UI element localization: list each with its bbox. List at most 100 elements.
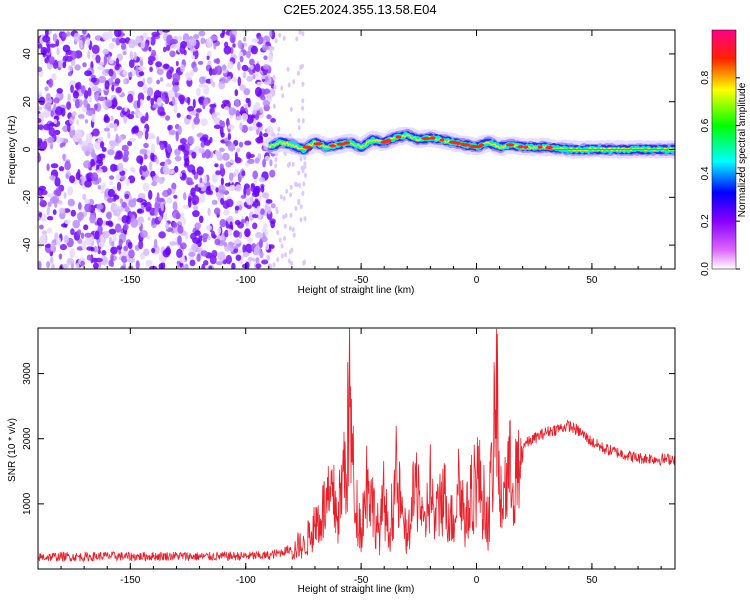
noise-speck — [267, 92, 273, 102]
colorbar-tick-label: 0.0 — [700, 262, 711, 276]
noise-speck — [223, 106, 230, 111]
noise-speck — [291, 227, 295, 233]
y-tick-label: 0 — [22, 146, 33, 152]
noise-speck — [194, 146, 201, 151]
noise-speck — [264, 155, 270, 161]
noise-speck — [137, 216, 145, 224]
noise-speck — [39, 224, 44, 230]
noise-speck — [245, 188, 251, 196]
noise-speck — [280, 85, 284, 91]
noise-speck — [95, 165, 100, 170]
noise-speck — [197, 182, 204, 188]
noise-speck — [297, 70, 300, 76]
noise-speck — [64, 161, 71, 171]
noise-speck — [155, 61, 163, 68]
noise-speck — [298, 30, 302, 35]
y-tick-label: 2000 — [22, 427, 33, 450]
x-tick-label: -100 — [236, 275, 256, 286]
noise-speck — [235, 254, 242, 261]
noise-speck — [261, 44, 268, 52]
noise-speck — [269, 159, 273, 167]
noise-speck — [220, 197, 225, 205]
y-tick-label: -40 — [22, 237, 33, 252]
noise-speck — [56, 88, 63, 94]
noise-speck — [259, 106, 263, 114]
noise-speck — [227, 133, 232, 141]
noise-speck — [174, 165, 179, 173]
noise-speck — [261, 259, 269, 265]
noise-speck — [90, 158, 95, 167]
noise-speck — [132, 197, 137, 203]
noise-speck — [153, 238, 158, 249]
noise-speck — [191, 121, 195, 130]
noise-speck — [272, 262, 276, 268]
noise-speck — [289, 106, 293, 112]
noise-speck — [195, 112, 199, 119]
colorbar-gradient — [711, 29, 737, 270]
noise-speck — [290, 247, 294, 253]
noise-speck — [48, 56, 55, 65]
noise-speck — [225, 198, 234, 208]
noise-speck — [247, 257, 253, 262]
noise-speck — [165, 222, 169, 230]
noise-speck — [297, 170, 301, 176]
noise-speck — [84, 198, 91, 204]
noise-speck — [221, 30, 226, 36]
noise-speck — [75, 119, 80, 126]
noise-speck — [186, 180, 194, 186]
noise-speck — [123, 78, 127, 84]
noise-speck — [275, 209, 279, 215]
noise-speck — [184, 157, 190, 167]
noise-speck — [142, 165, 148, 172]
noise-speck — [138, 239, 144, 250]
noise-speck — [193, 34, 200, 40]
noise-speck — [127, 241, 133, 250]
ridge-hotspot — [395, 135, 402, 139]
noise-speck — [73, 32, 81, 43]
noise-speck — [260, 95, 266, 101]
noise-speck — [48, 43, 57, 48]
noise-speck — [196, 132, 204, 138]
noise-speck — [151, 181, 157, 187]
noise-speck — [281, 93, 285, 99]
noise-speck — [194, 230, 201, 237]
noise-speck — [136, 155, 144, 164]
noise-speck — [121, 255, 128, 263]
noise-speck — [193, 116, 200, 125]
noise-speck — [192, 210, 200, 218]
snr-series-line — [38, 328, 675, 563]
noise-speck — [74, 82, 80, 90]
noise-speck — [223, 209, 230, 216]
noise-speck — [256, 35, 264, 45]
noise-speck — [91, 166, 97, 171]
noise-speck — [82, 193, 87, 200]
noise-speck — [242, 71, 247, 79]
ridge-hotspot — [421, 136, 431, 141]
noise-speck — [254, 102, 261, 111]
noise-speck — [255, 263, 262, 269]
noise-speck — [170, 39, 179, 45]
noise-speck — [94, 140, 102, 150]
noise-speck — [38, 106, 43, 111]
noise-speck — [138, 71, 145, 76]
noise-speck — [272, 103, 276, 109]
noise-speck — [162, 46, 167, 53]
noise-speck — [158, 231, 166, 239]
noise-speck — [163, 165, 167, 172]
noise-speck — [227, 142, 236, 152]
noise-speck — [189, 259, 196, 267]
noise-speck — [109, 175, 115, 180]
noise-speck — [202, 233, 210, 240]
noise-speck — [107, 149, 115, 156]
noise-speck — [115, 37, 121, 46]
noise-speck — [53, 118, 58, 125]
noise-speck — [273, 84, 277, 90]
noise-speck — [278, 32, 282, 38]
noise-speck — [58, 253, 63, 260]
noise-speck — [159, 111, 166, 116]
noise-speck — [231, 262, 236, 269]
noise-speck — [112, 97, 117, 106]
noise-speck — [159, 143, 165, 151]
noise-speck — [93, 262, 99, 269]
noise-speck — [80, 232, 85, 239]
